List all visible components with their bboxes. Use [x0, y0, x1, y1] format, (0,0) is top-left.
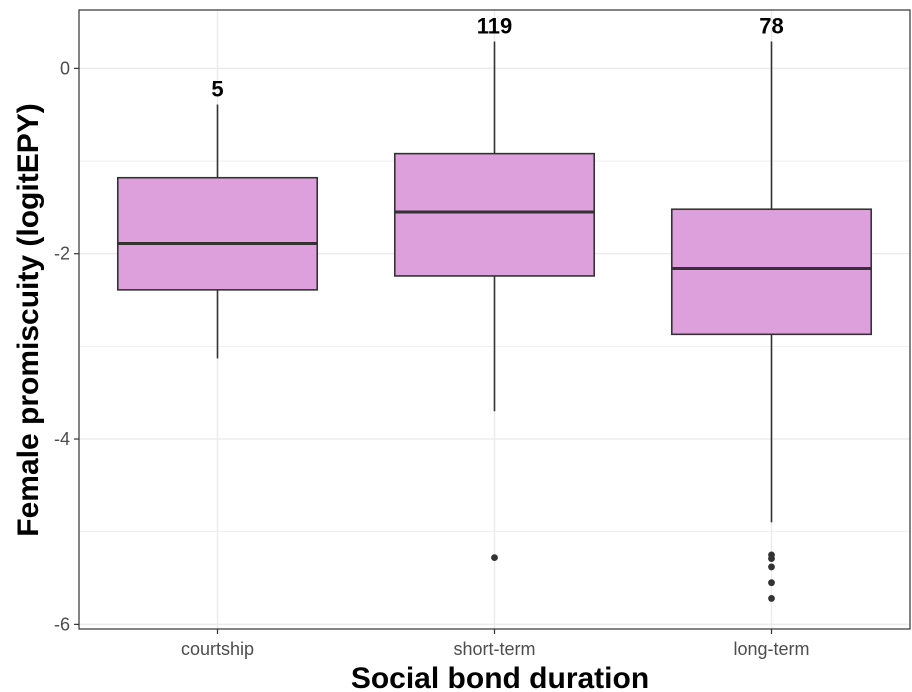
- axis-layer: 0 -2 -4 -6 courtship short-term long-term: [54, 58, 810, 659]
- box-iqr: [393, 152, 596, 277]
- x-tick-label: short-term: [453, 639, 535, 659]
- outlier-point: [768, 563, 775, 571]
- x-tick-label: courtship: [181, 639, 254, 659]
- outlier-point: [491, 554, 498, 562]
- x-tick-label: long-term: [733, 639, 809, 659]
- box-iqr: [670, 208, 873, 336]
- box-group-long-term: 78: [670, 14, 873, 602]
- outlier-point: [768, 555, 775, 562]
- count-label: 119: [477, 14, 513, 39]
- box-group-courtship: 5: [116, 77, 319, 359]
- x-axis-title: Social bond duration: [351, 662, 649, 692]
- y-tick-label: -2: [54, 244, 70, 264]
- box-layer: 5 119 78: [116, 14, 873, 602]
- count-label: 5: [211, 77, 223, 102]
- count-label: 78: [759, 14, 783, 39]
- y-tick-label: -4: [54, 429, 70, 449]
- y-tick-label: -6: [54, 614, 70, 634]
- y-axis-title: Female promiscuity (logitEPY): [12, 103, 45, 536]
- outlier-point: [768, 579, 775, 587]
- box-group-short-term: 119: [393, 14, 596, 562]
- y-tick-label: 0: [60, 58, 70, 78]
- outlier-point: [768, 595, 775, 602]
- box-iqr: [116, 176, 319, 291]
